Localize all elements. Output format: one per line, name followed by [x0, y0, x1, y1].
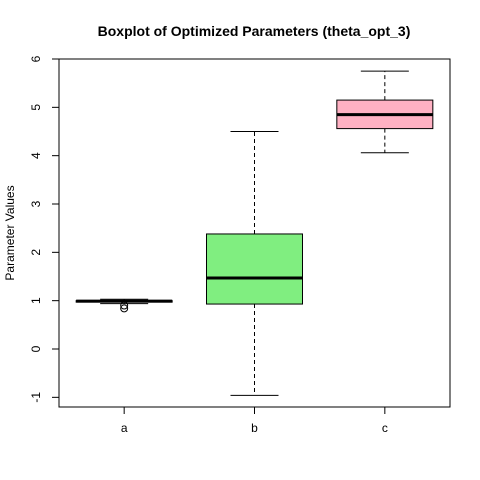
boxes-layer — [75, 70, 434, 396]
y-tick-label: 0 — [29, 345, 43, 352]
box-c — [336, 70, 434, 154]
outlier-point — [120, 301, 129, 310]
y-tick-label: 3 — [29, 200, 43, 207]
box-iqr — [206, 233, 303, 305]
box-b — [206, 131, 303, 396]
chart-title: Boxplot of Optimized Parameters (theta_o… — [98, 23, 411, 39]
x-tick-label-a: a — [121, 421, 128, 435]
y-tick-label: 1 — [29, 297, 43, 304]
y-tick-label: -1 — [29, 392, 43, 403]
box-a — [75, 298, 173, 313]
outlier-point — [120, 304, 129, 313]
x-axis: a b c — [121, 406, 388, 435]
y-axis-label: Parameter Values — [3, 185, 17, 280]
y-axis: -1 0 1 2 3 4 5 6 — [29, 55, 60, 403]
y-tick-label: 2 — [29, 249, 43, 256]
y-tick-label: 6 — [29, 55, 43, 62]
x-tick-label-c: c — [382, 421, 388, 435]
y-tick-label: 4 — [29, 152, 43, 159]
y-tick-label: 5 — [29, 104, 43, 111]
x-tick-label-b: b — [251, 421, 258, 435]
